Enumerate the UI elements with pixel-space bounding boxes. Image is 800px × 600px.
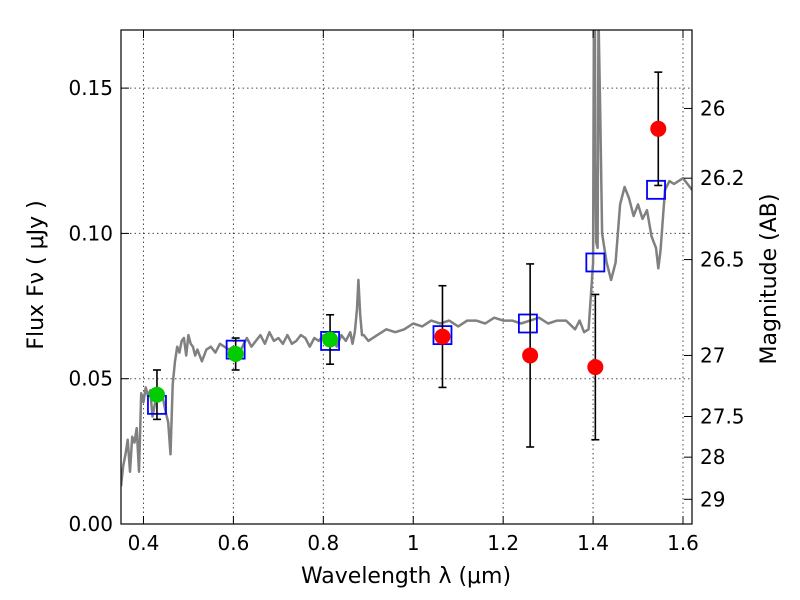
- nir-photometry-point: [587, 359, 604, 376]
- y2-tick-label: 26: [700, 96, 725, 120]
- optical-photometry-point: [227, 346, 244, 363]
- x-tick-label: 0.6: [217, 531, 249, 555]
- y2-tick-label: 27.5: [700, 404, 745, 428]
- nir-photometry-point: [650, 120, 667, 137]
- x-axis-label: Wavelength λ (μm): [301, 564, 511, 589]
- y-tick-label: 0.10: [68, 221, 113, 245]
- y2-tick-label: 29: [700, 487, 725, 511]
- y-axis-label: Flux Fν ( μJy ): [24, 200, 49, 349]
- model-photometry-square: [517, 313, 538, 334]
- y2-tick-label: 28: [700, 445, 725, 469]
- optical-photometry-point: [148, 386, 165, 403]
- y2-tick-label: 27: [700, 343, 725, 367]
- model-photometry-square: [585, 252, 606, 273]
- photometry-layer: [147, 71, 667, 448]
- model-photometry-square: [646, 179, 666, 200]
- y-tick-label: 0.05: [68, 367, 113, 391]
- nir-photometry-point: [434, 328, 451, 345]
- x-tick-label: 0.4: [128, 531, 160, 555]
- x-tick-label: 1.4: [577, 531, 609, 555]
- x-tick-label: 0.8: [307, 531, 339, 555]
- model-sed-layer: [121, 30, 692, 487]
- grid-lines: [121, 30, 692, 525]
- optical-photometry-point: [322, 331, 339, 348]
- plot-frame: [120, 29, 693, 525]
- y2-axis-label: Magnitude (AB): [757, 194, 782, 365]
- x-tick-label: 1.2: [487, 531, 519, 555]
- y-tick-label: 0.00: [68, 512, 113, 536]
- x-tick-label: 1.6: [667, 531, 699, 555]
- model-sed-line: [121, 30, 692, 487]
- nir-photometry-point: [522, 347, 539, 364]
- axes: 0.4 0.6 0.8 1 1.2 1.4 1.6 0.00 0.05 0.10 0.15 26 26.…: [68, 29, 745, 555]
- y2-tick-label: 26.5: [700, 248, 745, 272]
- y-tick-label: 0.15: [68, 76, 113, 100]
- y2-tick-label: 26.2: [700, 166, 745, 190]
- x-tick-label: 1: [407, 531, 420, 555]
